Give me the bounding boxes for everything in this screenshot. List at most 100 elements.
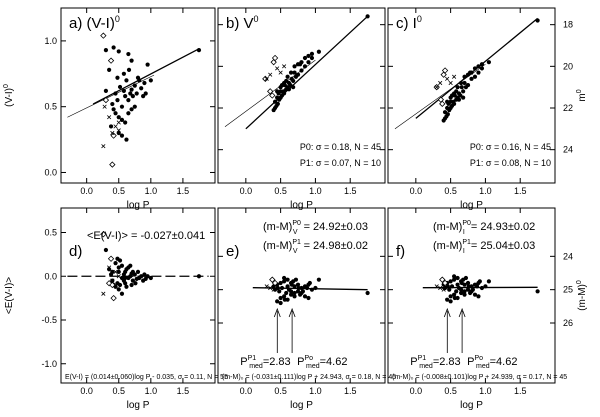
chart-e-point <box>365 290 370 296</box>
chart-e-point <box>313 285 318 291</box>
chart-f-modulus-p1: (m-M)P1 I = 25.04±0.03 <box>433 239 535 255</box>
chart-b-point <box>293 74 299 79</box>
chart-a-point-open <box>109 161 116 168</box>
chart-d-point <box>121 272 126 277</box>
chart-a-point-cross <box>113 124 118 129</box>
chart-a-point-cross <box>116 120 121 125</box>
chart-c-fit-line <box>394 64 486 130</box>
chart-a-point <box>126 98 131 103</box>
chart-a-title: a) (V-I)0 <box>69 14 120 32</box>
chart-a-point-open <box>102 96 110 104</box>
chart-e-point <box>293 277 299 282</box>
chart-f-point <box>448 299 453 304</box>
chart-f-xtick-label: 0.0 <box>410 386 423 396</box>
chart-b-stats-p0: P0: σ = 0.18, N = 45 <box>300 142 381 152</box>
chart-e-point <box>307 280 312 286</box>
chart-c-stats-p1: P1: σ = 0.08, N = 10 <box>470 158 551 168</box>
chart-a-point <box>126 111 131 116</box>
chart-c-xtick-label: 0.0 <box>410 186 423 196</box>
chart-e-median-arrowhead-p0 <box>288 307 296 318</box>
chart-f-xtick-label: 1.0 <box>479 386 492 396</box>
chart-e-point-cross <box>271 287 276 292</box>
chart-e-point <box>295 289 301 294</box>
chart-d-point-cross <box>107 265 112 270</box>
chart-b-point-open <box>269 92 276 99</box>
chart-e-median-p1-part: med <box>249 363 263 370</box>
chart-f-median-arrowhead-p0 <box>458 307 466 318</box>
chart-f-point <box>474 284 480 289</box>
chart-a-point <box>132 83 137 88</box>
chart-e-point-cross <box>264 284 269 289</box>
chart-c-xtick-label: 1.5 <box>514 186 527 196</box>
chart-e-modulus-p0-part: P0 <box>292 220 301 227</box>
chart-c-point <box>479 62 485 67</box>
chart-f-point <box>459 280 464 286</box>
chart-f-modulus-p1-part: (m-M) <box>433 240 462 252</box>
chart-b-point <box>284 78 289 84</box>
chart-a-point <box>121 71 126 76</box>
chart-f-xtick-label: 0.5 <box>444 386 457 396</box>
chart-a-point <box>119 104 125 109</box>
chart-d-point <box>148 275 153 281</box>
chart-e-point <box>282 275 287 281</box>
chart-e-modulus-p1-part: P1 <box>292 239 301 246</box>
chart-f-modulus-p1-part: = 25.04±0.03 <box>471 240 535 252</box>
chart-d-point-cross <box>110 278 115 283</box>
chart-f-modulus-p0-part: I <box>463 229 465 236</box>
chart-e-modulus-p1-part: V <box>293 248 298 255</box>
chart-f-point <box>465 280 471 286</box>
chart-f-median-p1-part: =2.83 <box>433 356 461 368</box>
chart-a-point <box>126 67 132 72</box>
chart-d-point <box>124 284 129 289</box>
chart-f-median-p0-part: P <box>467 356 474 368</box>
chart-a-point <box>129 107 134 112</box>
chart-f-median-p1: PP1 med=2.83 <box>410 355 460 370</box>
chart-b-stats-p1: P1: σ = 0.07, N = 10 <box>300 158 381 168</box>
chart-e-point <box>300 289 305 294</box>
chart-b-point <box>365 14 370 19</box>
chart-d-point <box>143 276 148 281</box>
chart-d-point <box>139 274 144 279</box>
chart-a-point-cross <box>102 104 107 109</box>
chart-b-point <box>299 68 304 73</box>
chart-d-ytick-label: -0.5 <box>41 315 57 325</box>
chart-c-point <box>472 66 478 71</box>
chart-c-point <box>454 89 459 94</box>
chart-e-modulus-p1: (m-M)P1 V = 24.98±0.02 <box>263 239 368 255</box>
chart-f-point-cross <box>438 285 443 291</box>
chart-a-xtick-label: 1.0 <box>145 186 158 196</box>
chart-e-point <box>296 285 301 291</box>
chart-d-point <box>103 247 109 253</box>
chart-c-point <box>486 60 491 65</box>
chart-e-modulus-p0-part: V <box>293 229 298 236</box>
chart-c-point <box>461 89 466 94</box>
chart-a-point <box>116 49 121 54</box>
chart-a-xtick-label: 0.0 <box>80 186 93 196</box>
chart-a-point <box>115 75 120 80</box>
chart-e-point <box>282 294 287 299</box>
chart-a-point <box>107 67 112 72</box>
chart-c-point <box>458 80 464 86</box>
chart-f-point <box>452 277 457 282</box>
chart-d-point <box>130 269 135 274</box>
chart-e-title-part: e) <box>226 243 239 260</box>
chart-d-point <box>123 275 128 281</box>
chart-a-point <box>137 78 142 83</box>
chart-f-point <box>472 292 478 297</box>
chart-b-point-open <box>270 59 277 66</box>
chart-d-point <box>128 263 133 268</box>
chart-d-title: d) <box>69 243 82 260</box>
chart-c-ytick-label: 18 <box>563 20 573 30</box>
chart-d-point <box>123 281 128 286</box>
chart-f-point <box>470 287 475 292</box>
chart-f-point <box>476 294 481 299</box>
chart-e-point <box>275 285 280 291</box>
chart-b-point <box>275 89 280 94</box>
chart-f-point <box>445 297 450 302</box>
chart-f-point <box>465 287 471 292</box>
chart-e-xtick-label: 0.0 <box>240 386 253 396</box>
chart-b-point <box>271 107 276 113</box>
chart-a-point-open <box>110 132 117 139</box>
chart-f-median-p0-part: =4.62 <box>490 356 518 368</box>
chart-b-point-open <box>271 54 279 62</box>
